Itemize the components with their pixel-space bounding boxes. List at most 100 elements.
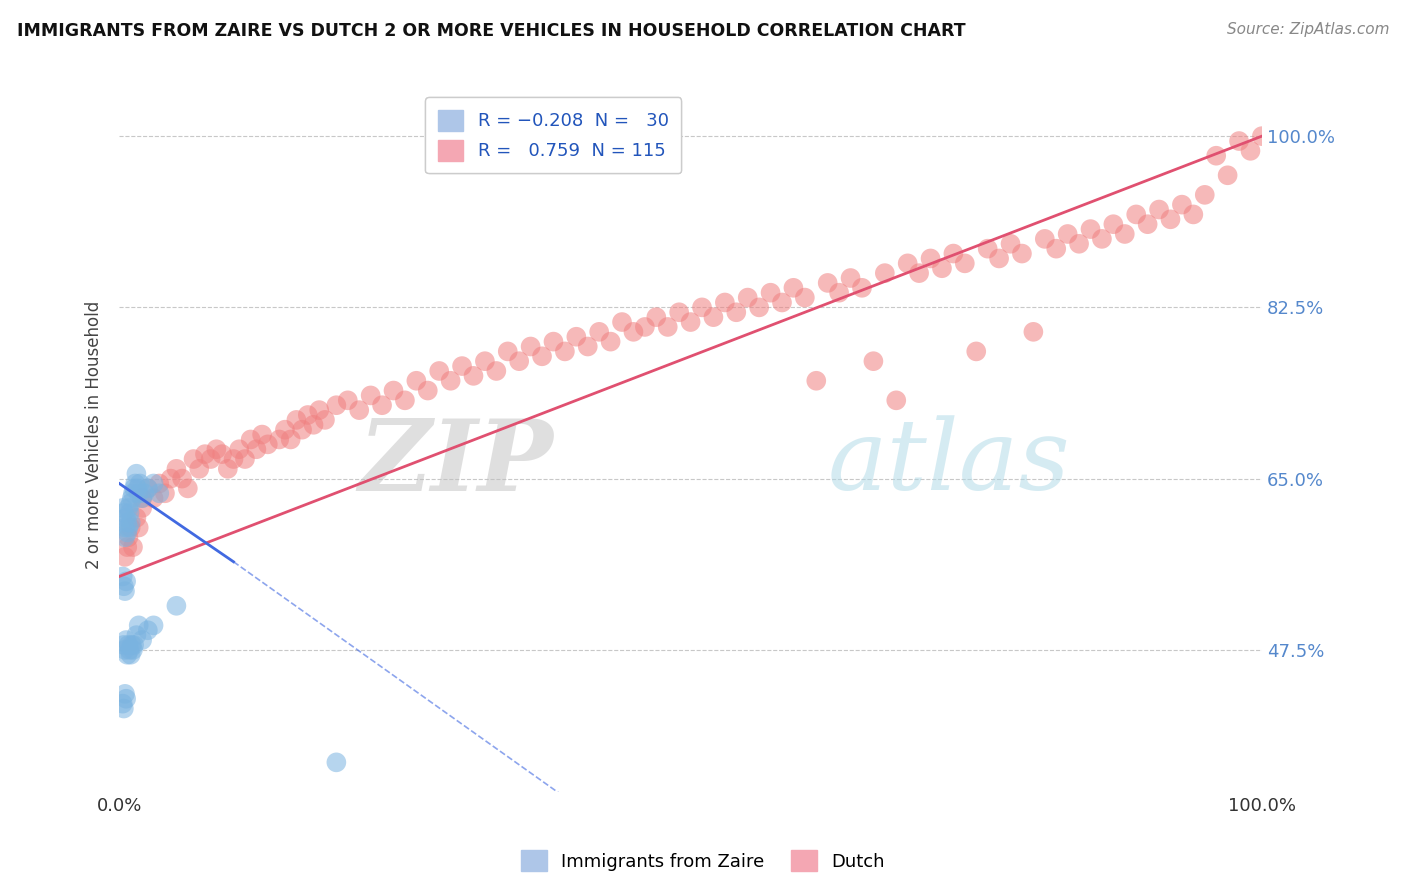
Point [965, 344, 987, 359]
Point [1067, 236, 1090, 251]
Text: IMMIGRANTS FROM ZAIRE VS DUTCH 2 OR MORE VEHICLES IN HOUSEHOLD CORRELATION CHART: IMMIGRANTS FROM ZAIRE VS DUTCH 2 OR MORE… [17, 22, 966, 40]
Point [172, 472, 194, 486]
Point [128, 618, 150, 632]
Point [897, 256, 920, 270]
Point [1205, 149, 1227, 163]
Point [623, 325, 645, 339]
Point [554, 344, 576, 359]
Point [1171, 197, 1194, 211]
Point [1045, 242, 1067, 256]
Point [188, 462, 211, 476]
Point [988, 252, 1011, 266]
Point [153, 486, 176, 500]
Point [1136, 217, 1159, 231]
Point [114, 643, 136, 657]
Point [1102, 217, 1125, 231]
Point [114, 687, 136, 701]
Point [1182, 207, 1205, 221]
Point [131, 491, 153, 505]
Point [120, 496, 142, 510]
Point [127, 482, 149, 496]
Point [302, 417, 325, 432]
Point [122, 482, 145, 496]
Point [1022, 325, 1045, 339]
Point [1251, 129, 1274, 144]
Point [679, 315, 702, 329]
Point [1216, 169, 1239, 183]
Point [657, 320, 679, 334]
Point [233, 452, 256, 467]
Point [714, 295, 737, 310]
Point [347, 403, 370, 417]
Point [111, 500, 134, 515]
Point [308, 403, 330, 417]
Point [274, 423, 297, 437]
Point [463, 368, 485, 383]
Point [817, 276, 839, 290]
Point [496, 344, 519, 359]
Point [115, 510, 138, 524]
Point [806, 374, 828, 388]
Point [217, 462, 239, 476]
Point [588, 325, 610, 339]
Point [128, 520, 150, 534]
Point [474, 354, 496, 368]
Point [121, 491, 143, 505]
Point [908, 266, 931, 280]
Point [543, 334, 565, 349]
Point [828, 285, 851, 300]
Point [280, 433, 302, 447]
Point [884, 393, 907, 408]
Point [136, 482, 159, 496]
Point [111, 569, 134, 583]
Point [112, 638, 135, 652]
Point [405, 374, 427, 388]
Point [117, 525, 139, 540]
Point [122, 540, 145, 554]
Point [748, 301, 770, 315]
Point [239, 433, 262, 447]
Point [1000, 236, 1022, 251]
Point [118, 643, 141, 657]
Point [148, 486, 170, 500]
Point [770, 295, 793, 310]
Point [645, 310, 668, 325]
Legend: Immigrants from Zaire, Dutch: Immigrants from Zaire, Dutch [515, 843, 891, 879]
Point [394, 393, 416, 408]
Point [942, 246, 965, 260]
Point [976, 242, 998, 256]
Point [165, 599, 187, 613]
Point [121, 638, 143, 652]
Point [440, 374, 463, 388]
Point [920, 252, 942, 266]
Point [668, 305, 690, 319]
Point [117, 520, 139, 534]
Point [782, 281, 804, 295]
Point [565, 329, 588, 343]
Point [142, 476, 165, 491]
Text: atlas: atlas [828, 416, 1070, 511]
Legend: R = −0.208  N =   30, R =   0.759  N = 115: R = −0.208 N = 30, R = 0.759 N = 115 [426, 97, 682, 173]
Point [117, 530, 139, 544]
Point [122, 643, 145, 657]
Point [120, 516, 142, 530]
Point [159, 472, 181, 486]
Point [519, 339, 541, 353]
Point [702, 310, 724, 325]
Point [793, 291, 815, 305]
Point [115, 574, 138, 589]
Point [194, 447, 217, 461]
Point [112, 579, 135, 593]
Point [360, 388, 382, 402]
Point [115, 691, 138, 706]
Point [134, 486, 156, 500]
Point [759, 285, 782, 300]
Point [1114, 227, 1136, 241]
Point [142, 491, 165, 505]
Point [325, 398, 347, 412]
Point [1239, 144, 1261, 158]
Point [1194, 187, 1216, 202]
Point [114, 549, 136, 564]
Point [117, 540, 139, 554]
Point [690, 301, 713, 315]
